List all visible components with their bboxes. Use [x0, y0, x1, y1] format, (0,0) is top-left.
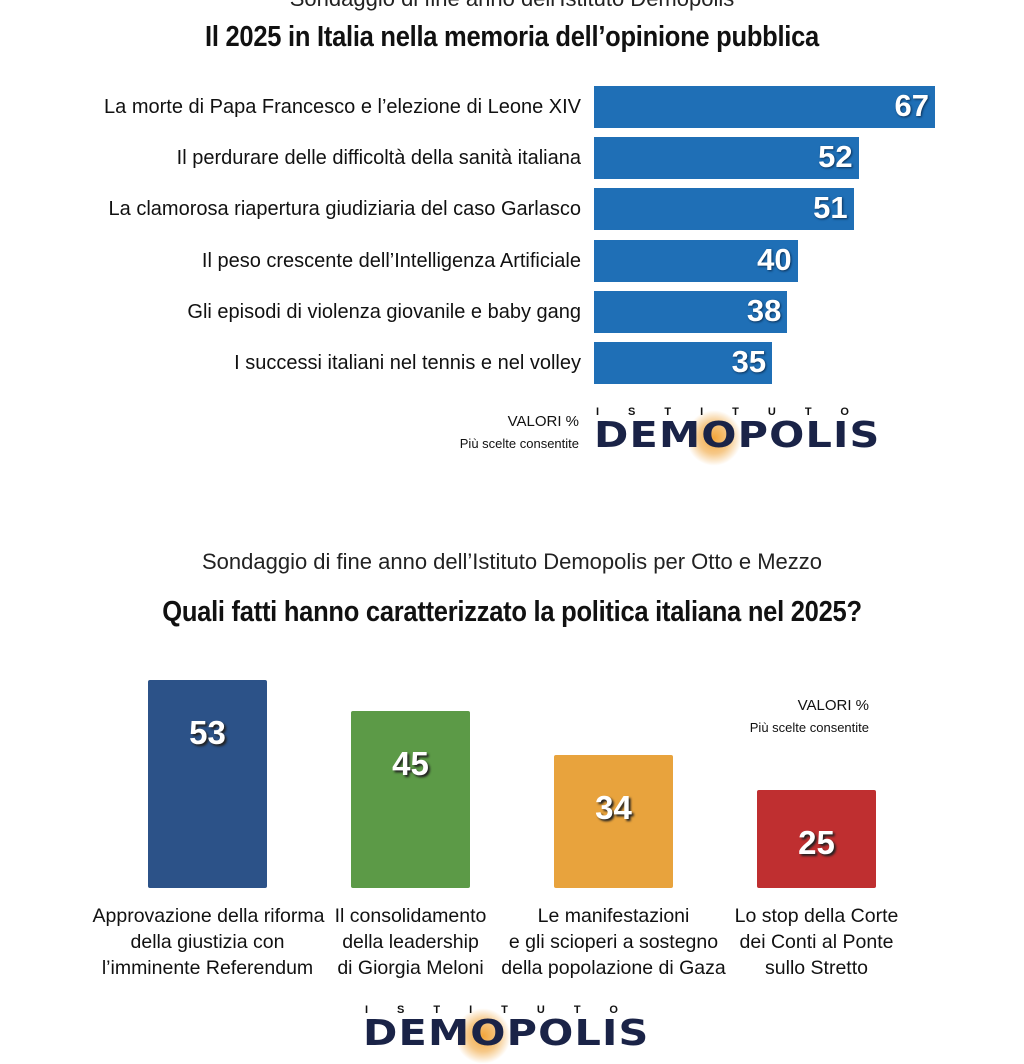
- category-label-line: sullo Stretto: [765, 957, 868, 979]
- bar: 52: [594, 137, 859, 180]
- logo-top-text: ISTITUTO: [596, 406, 878, 418]
- demopolis-logo-bottom: ISTITUTO DEMOPOLIS: [363, 1004, 648, 1064]
- chart1-values-note: VALORI %: [507, 413, 579, 430]
- category-label-line: di Giorgia Meloni: [337, 957, 484, 979]
- category-label-line: Lo stop della Corte: [734, 905, 899, 927]
- bar: 35: [594, 342, 773, 384]
- bar: 40: [594, 239, 798, 282]
- bar-value-label: 67: [894, 88, 929, 123]
- category-label: Le manifestazioni e gli scioperi a sosteg…: [499, 903, 729, 981]
- bar-label: Gli episodi di violenza giovanile e baby…: [187, 300, 581, 323]
- logo-main-text: DEMOPOLIS: [363, 1013, 650, 1054]
- category-label: Lo stop della Corte dei Conti al Ponte sul…: [702, 903, 932, 981]
- category-label-line: dei Conti al Ponte: [739, 931, 894, 953]
- demopolis-logo: ISTITUTO DEMOPOLIS: [594, 406, 879, 466]
- category-label-line: della giustizia con: [130, 931, 285, 953]
- chart2-subtitle: Sondaggio di fine anno dell’Istituto Dem…: [201, 549, 823, 574]
- bar-value-label: 52: [818, 139, 853, 175]
- category-label: Approvazione della riforma della giustizi…: [92, 903, 325, 981]
- chart1-title: Il 2025 in Italia nella memoria dell’opi…: [205, 21, 819, 53]
- bar: 38: [594, 290, 788, 333]
- bar-value-label: 40: [757, 241, 792, 277]
- logo-main-text: DEMOPOLIS: [594, 415, 881, 456]
- bar-label: Il peso crescente dell’Intelligenza Arti…: [201, 249, 581, 272]
- logo-glow: [686, 410, 742, 466]
- bar-value-label: 38: [746, 292, 782, 328]
- bar-value-label: 53: [189, 714, 226, 751]
- chart2-title: Quali fatti hanno caratterizzato la poli…: [162, 596, 862, 628]
- bar-value-label: 45: [392, 745, 429, 783]
- category-label-line: Approvazione della riforma: [92, 905, 325, 927]
- chart2-values-note: VALORI %: [797, 697, 869, 714]
- category-label: Il consolidamento della leadership di Gior…: [296, 903, 526, 981]
- logo-top-text: ISTITUTO: [365, 1004, 647, 1016]
- chart1-multiple-choice-note: Più scelte consentite: [459, 436, 579, 451]
- bar-label: La clamorosa riapertura giudiziaria del …: [108, 198, 581, 221]
- bar-value-label: 51: [813, 190, 848, 226]
- chart1-subtitle: Sondaggio di fine anno dell'Istituto Dem…: [0, 0, 1024, 11]
- bar: 34: [554, 754, 673, 888]
- category-label-line: Le manifestazioni: [537, 905, 690, 927]
- bar-value-label: 25: [798, 823, 835, 861]
- chart2-multiple-choice-note: Più scelte consentite: [749, 720, 869, 735]
- category-label-line: Il consolidamento: [334, 905, 487, 927]
- bar-value-label: 35: [731, 344, 767, 379]
- bar-label: I successi italiani nel tennis e nel vol…: [234, 352, 581, 374]
- category-label-line: e gli scioperi a sostegno: [508, 931, 719, 953]
- category-label-line: l’imminente Referendum: [101, 957, 314, 979]
- category-label-line: della popolazione di Gaza: [501, 957, 726, 979]
- bar-label: La morte di Papa Francesco e l’elezione …: [104, 96, 581, 118]
- bar: 51: [594, 188, 854, 231]
- category-label-line: della leadership: [342, 931, 479, 953]
- bar: 25: [757, 789, 876, 888]
- bar: 45: [351, 711, 470, 888]
- bar-value-label: 34: [595, 788, 632, 826]
- bar: 67: [594, 86, 935, 128]
- bar-label: Il perdurare delle difficoltà della sani…: [176, 147, 581, 170]
- bar: 53: [148, 680, 267, 888]
